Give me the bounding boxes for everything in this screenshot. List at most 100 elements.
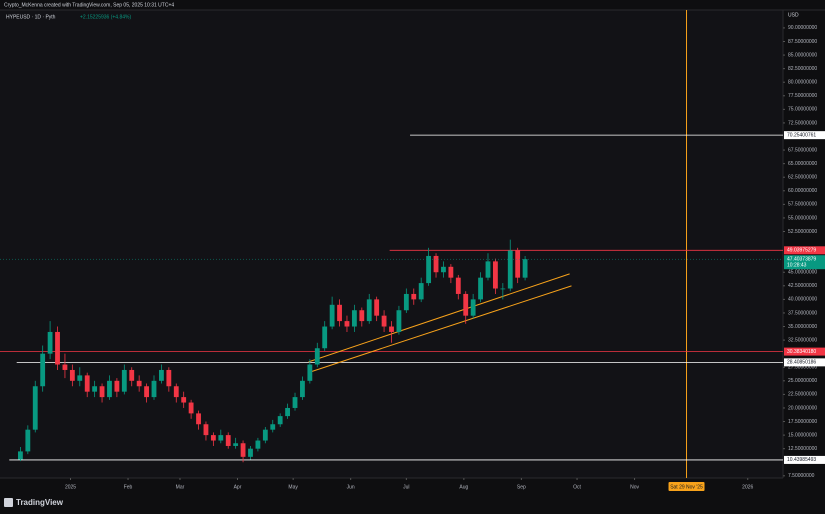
y-tick-label: 85.00000000	[788, 52, 817, 58]
y-tick-label: 62.50000000	[788, 175, 817, 181]
candle-body	[418, 283, 424, 300]
y-tick-label: 55.00000000	[788, 215, 817, 221]
candle-body	[32, 386, 38, 430]
y-tick-label: 57.50000000	[788, 202, 817, 208]
candle-body	[359, 310, 365, 322]
level-box	[784, 455, 825, 464]
x-tick-label: Nov	[630, 484, 639, 490]
candle-body	[166, 369, 172, 387]
x-tick-label: Jul	[403, 484, 409, 490]
symbol: HYPEUSD · 1D · Pyth	[6, 14, 56, 20]
y-tick-label: 22.50000000	[788, 392, 817, 398]
candle-body	[322, 326, 328, 349]
candle-body	[470, 299, 476, 316]
x-tick-label: May	[288, 484, 298, 490]
y-tick-label: 45.00000000	[788, 270, 817, 276]
candle-body	[426, 255, 432, 284]
candle-body	[492, 261, 498, 289]
candle-body	[77, 375, 83, 381]
candle-body	[107, 380, 112, 398]
level-label: 70.25400761	[787, 132, 816, 138]
level-label: 49.03975279	[787, 248, 816, 254]
x-tick-label: 2025	[65, 484, 76, 490]
candle-body	[292, 397, 298, 408]
candle-body	[515, 250, 521, 278]
y-tick-label: 40.00000000	[788, 297, 817, 303]
y-tick-label: 90.00000000	[788, 25, 817, 31]
candle-body	[25, 429, 31, 452]
candle-body	[99, 386, 105, 398]
level-label: 10.43985493	[787, 457, 816, 463]
trendline	[310, 285, 572, 373]
candle-body	[136, 380, 142, 387]
date-marker-label: Sat 29 Nov '25	[670, 484, 703, 490]
candle-body	[403, 293, 409, 311]
candle-body	[188, 402, 194, 414]
candle-body	[218, 435, 224, 441]
y-tick-label: 77.50000000	[788, 93, 817, 99]
candle-body	[262, 429, 268, 441]
candle-body	[366, 299, 372, 322]
candle-body	[277, 416, 283, 425]
x-tick-label: Apr	[234, 484, 242, 490]
x-tick-label: Mar	[176, 484, 185, 490]
level-box	[784, 347, 825, 356]
candle-body	[270, 424, 276, 430]
y-tick-label: 7.50000000	[788, 473, 815, 479]
candle-body	[69, 369, 75, 381]
header: Crypto_McKenna created with TradingView.…	[4, 2, 174, 8]
level-label: 30.38340180	[787, 349, 816, 355]
y-tick-label: 35.00000000	[788, 324, 817, 330]
candle-body	[381, 315, 387, 327]
y-tick-label: 15.00000000	[788, 432, 817, 438]
candle-body	[173, 386, 179, 398]
logo-icon	[4, 498, 13, 507]
currency: USD	[788, 12, 799, 18]
y-tick-label: 80.00000000	[788, 80, 817, 86]
candle-body	[203, 424, 209, 436]
candle-body	[248, 448, 253, 457]
current-price-label: 47.40373879	[787, 257, 816, 263]
candle-body	[396, 310, 402, 332]
y-tick-label: 75.00000000	[788, 107, 817, 113]
y-tick-label: 72.50000000	[788, 120, 817, 126]
y-tick-label: 42.50000000	[788, 283, 817, 289]
y-tick-label: 12.50000000	[788, 446, 817, 452]
x-tick-label: Feb	[124, 484, 133, 490]
x-tick-label: Oct	[573, 484, 581, 490]
candle-body	[285, 407, 291, 417]
change: +2.15225936 (+4.84%)	[80, 14, 131, 20]
date-marker-box	[668, 482, 705, 491]
candle-body	[337, 304, 342, 322]
current-price-box	[784, 255, 825, 270]
candle-body	[47, 331, 53, 354]
candle-body	[151, 380, 157, 398]
candle-body	[507, 250, 513, 289]
candle-body	[225, 435, 231, 446]
candle-body	[255, 440, 261, 449]
candle-body	[300, 380, 305, 398]
candle-body	[433, 255, 439, 273]
candle-body	[463, 293, 469, 316]
candle-body	[389, 326, 394, 332]
y-tick-label: 17.50000000	[788, 419, 817, 425]
level-box	[784, 131, 825, 140]
countdown: 10:28:43	[787, 263, 807, 269]
x-tick-label: Jun	[347, 484, 355, 490]
y-tick-label: 65.00000000	[788, 161, 817, 167]
candle-body	[210, 435, 216, 441]
brand: TradingView	[16, 498, 64, 507]
candle-body	[233, 443, 239, 446]
y-tick-label: 60.00000000	[788, 188, 817, 194]
candle-body	[40, 353, 46, 387]
candle-body	[441, 266, 446, 273]
candle-body	[114, 380, 120, 392]
y-tick-label: 82.50000000	[788, 66, 817, 72]
candle-body	[196, 413, 201, 425]
y-tick-label: 37.50000000	[788, 310, 817, 316]
candle-body	[240, 443, 246, 457]
candle-body	[62, 364, 68, 370]
candle-body	[411, 293, 417, 300]
